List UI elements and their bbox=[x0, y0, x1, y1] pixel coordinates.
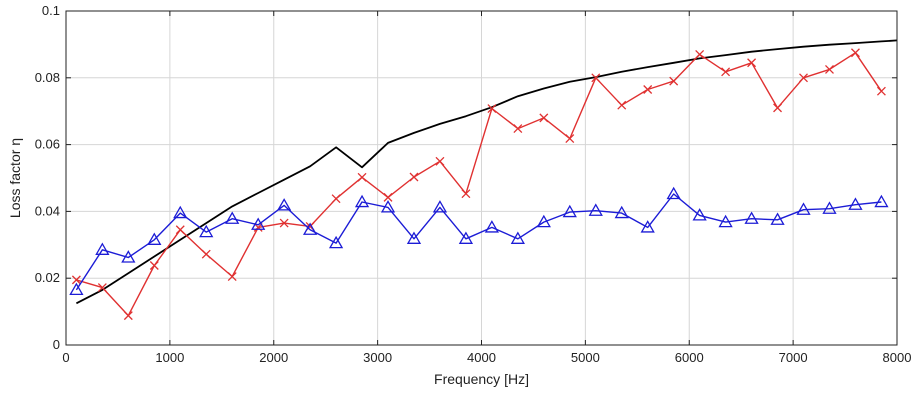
triangle-marker bbox=[199, 224, 214, 238]
x-axis-label: Frequency [Hz] bbox=[434, 371, 529, 387]
x-tick-label: 2000 bbox=[259, 350, 288, 365]
x-marker bbox=[357, 172, 367, 182]
triangle-marker bbox=[874, 194, 889, 208]
y-tick-label: 0.02 bbox=[35, 270, 60, 285]
x-marker bbox=[721, 67, 731, 77]
triangle-marker bbox=[614, 205, 629, 219]
x-marker bbox=[227, 272, 237, 281]
y-tick-label: 0.1 bbox=[42, 3, 60, 18]
axis-ticks: 0 1000 2000 3000 4000 5000 6000 7000 8000 0 0.02 0.… bbox=[35, 3, 912, 365]
series-0 bbox=[75, 39, 898, 305]
x-marker bbox=[435, 156, 445, 166]
triangle-marker bbox=[328, 235, 344, 249]
x-marker bbox=[565, 134, 575, 144]
triangle-marker bbox=[95, 242, 110, 255]
x-marker bbox=[487, 104, 497, 113]
x-marker bbox=[850, 48, 860, 58]
triangle-marker bbox=[666, 186, 681, 200]
triangle-marker bbox=[692, 208, 707, 221]
triangle-marker bbox=[848, 197, 863, 210]
x-marker bbox=[71, 275, 81, 285]
x-marker bbox=[201, 249, 211, 259]
x-tick-label: 0 bbox=[62, 350, 69, 365]
triangle-marker bbox=[173, 205, 188, 219]
triangle-marker bbox=[121, 250, 136, 263]
x-marker bbox=[773, 103, 783, 113]
triangle-marker bbox=[484, 220, 500, 233]
x-tick-label: 1000 bbox=[155, 350, 184, 365]
series-line bbox=[75, 39, 898, 305]
triangle-marker bbox=[640, 220, 655, 233]
triangle-marker bbox=[718, 214, 733, 228]
x-marker bbox=[876, 86, 886, 96]
x-marker bbox=[747, 58, 757, 68]
x-tick-label: 4000 bbox=[467, 350, 496, 365]
y-tick-label: 0.08 bbox=[35, 70, 60, 85]
triangle-marker bbox=[432, 200, 448, 213]
y-axis-label: Loss factor η bbox=[7, 138, 23, 218]
x-marker bbox=[97, 283, 107, 293]
x-marker bbox=[279, 218, 289, 228]
x-marker bbox=[383, 192, 393, 202]
x-marker bbox=[591, 73, 601, 83]
triangle-marker bbox=[277, 198, 292, 211]
x-tick-label: 8000 bbox=[883, 350, 912, 365]
x-marker bbox=[123, 311, 133, 321]
triangle-marker bbox=[302, 222, 318, 235]
x-tick-label: 5000 bbox=[571, 350, 600, 365]
triangle-marker bbox=[354, 194, 370, 208]
series-2 bbox=[69, 186, 889, 296]
triangle-marker bbox=[822, 201, 837, 214]
x-marker bbox=[539, 113, 549, 123]
triangle-marker bbox=[770, 212, 785, 225]
x-marker bbox=[617, 100, 627, 110]
series-line bbox=[76, 52, 882, 317]
x-tick-label: 7000 bbox=[779, 350, 808, 365]
x-tick-label: 3000 bbox=[363, 350, 392, 365]
x-marker bbox=[825, 64, 834, 74]
triangle-marker bbox=[147, 232, 162, 245]
x-marker bbox=[175, 225, 185, 235]
x-marker bbox=[695, 49, 705, 59]
triangle-marker bbox=[458, 231, 474, 244]
triangle-marker bbox=[796, 202, 811, 215]
x-marker bbox=[669, 76, 679, 86]
y-tick-label: 0.04 bbox=[35, 203, 60, 218]
x-marker bbox=[331, 194, 341, 204]
triangle-marker bbox=[588, 203, 603, 216]
triangle-marker bbox=[406, 231, 422, 244]
x-marker bbox=[799, 73, 808, 83]
triangle-marker bbox=[251, 217, 266, 230]
triangle-marker bbox=[225, 211, 240, 224]
x-marker bbox=[149, 261, 159, 270]
series-layer bbox=[69, 39, 898, 321]
triangle-marker bbox=[562, 204, 577, 218]
x-marker bbox=[461, 189, 471, 199]
x-marker bbox=[643, 85, 653, 94]
triangle-marker bbox=[510, 231, 525, 244]
triangle-marker bbox=[744, 211, 759, 224]
series-1 bbox=[71, 48, 886, 321]
triangle-marker bbox=[69, 282, 84, 296]
x-marker bbox=[513, 124, 523, 134]
triangle-marker bbox=[380, 200, 396, 213]
y-tick-label: 0.06 bbox=[35, 137, 60, 152]
y-tick-label: 0 bbox=[53, 337, 60, 352]
x-tick-label: 6000 bbox=[675, 350, 704, 365]
x-marker bbox=[409, 172, 419, 182]
triangle-marker bbox=[536, 214, 551, 228]
